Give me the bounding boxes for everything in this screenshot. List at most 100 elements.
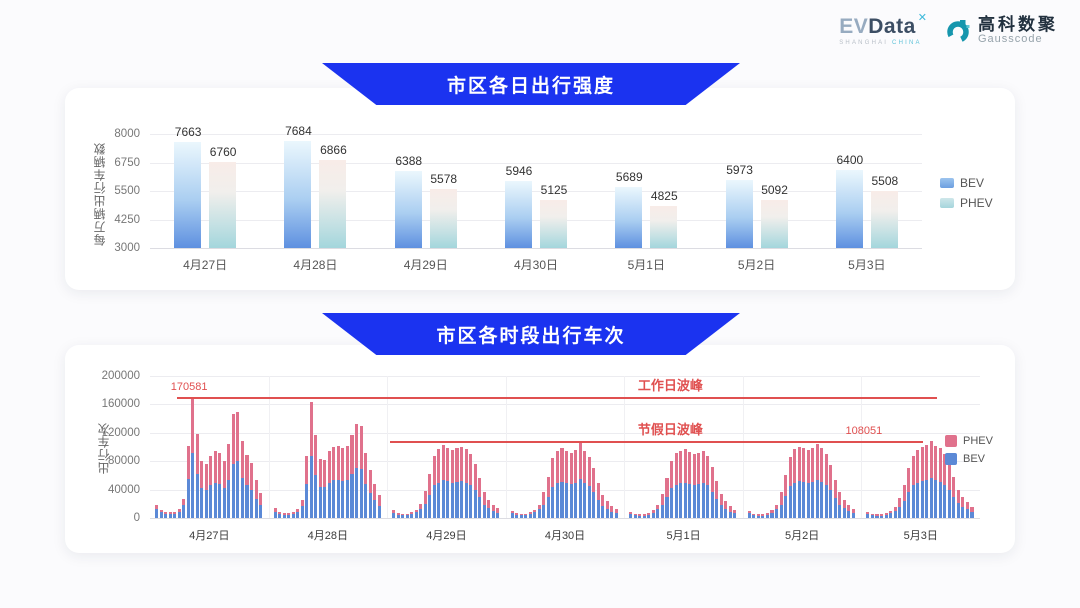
y-axis-title: 出行车次 bbox=[97, 422, 111, 474]
stacked-bar bbox=[428, 473, 432, 518]
banner-hourly-trips-title: 市区各时段出行车次 bbox=[436, 325, 626, 347]
stacked-bar bbox=[715, 481, 719, 518]
segment-phev bbox=[200, 460, 204, 489]
stacked-bar bbox=[724, 500, 728, 518]
segment-phev bbox=[965, 502, 969, 510]
stacked-bar bbox=[674, 453, 678, 518]
segment-phev bbox=[614, 508, 618, 514]
stacked-bar bbox=[368, 469, 372, 518]
stacked-bar bbox=[204, 464, 208, 518]
stacked-bar bbox=[414, 509, 418, 518]
segment-phev bbox=[373, 483, 377, 501]
segment-bev bbox=[450, 482, 454, 518]
segment-bev bbox=[250, 489, 254, 518]
legend-item-bev[interactable]: BEV bbox=[945, 453, 993, 465]
daily-intensity-chart-card: 3000 4250 5500 6750 8000 7663 6760 4月27日 7684 686… bbox=[65, 88, 1015, 290]
segment-bev bbox=[323, 487, 327, 518]
segment-phev bbox=[245, 454, 249, 486]
day-separator bbox=[505, 376, 507, 518]
segment-bev bbox=[947, 489, 951, 518]
segment-phev bbox=[464, 449, 468, 483]
segment-phev bbox=[811, 447, 815, 482]
legend-item-bev[interactable]: BEV bbox=[940, 176, 993, 190]
segment-phev bbox=[177, 508, 181, 512]
stacked-bar bbox=[824, 454, 828, 518]
stacked-bar bbox=[916, 449, 920, 518]
segment-phev bbox=[788, 456, 792, 487]
bar-value-label-bev: 5973 bbox=[726, 163, 753, 178]
stacked-bar bbox=[450, 449, 454, 518]
segment-bev bbox=[195, 473, 199, 518]
segment-phev bbox=[880, 514, 884, 516]
segment-bev bbox=[870, 515, 874, 518]
stacked-bar bbox=[833, 479, 837, 518]
segment-phev bbox=[889, 510, 893, 514]
bar-value-label-phev: 6760 bbox=[209, 145, 237, 160]
segment-phev bbox=[943, 454, 947, 485]
segment-bev bbox=[305, 483, 309, 518]
legend-item-phev[interactable]: PHEV bbox=[945, 435, 993, 447]
stacked-bar bbox=[889, 510, 893, 518]
segment-phev bbox=[692, 454, 696, 485]
stacked-bar bbox=[236, 412, 240, 518]
stacked-bar bbox=[920, 447, 924, 518]
segment-phev bbox=[660, 493, 664, 506]
x-axis-label: 4月27日 bbox=[183, 258, 228, 272]
x-axis-label: 4月28日 bbox=[293, 258, 338, 272]
stacked-bar bbox=[515, 513, 519, 518]
segment-bev bbox=[222, 488, 226, 518]
segment-phev bbox=[227, 444, 231, 480]
segment-phev bbox=[647, 513, 651, 515]
stacked-bar bbox=[752, 513, 756, 518]
segment-phev bbox=[688, 451, 692, 484]
segment-phev bbox=[551, 458, 555, 487]
segment-phev bbox=[291, 511, 295, 514]
stacked-bar bbox=[168, 512, 172, 518]
evdata-logo-subtitle: SHANGHAI CHINA bbox=[839, 40, 927, 46]
stacked-bar bbox=[282, 513, 286, 518]
segment-bev bbox=[218, 483, 222, 518]
segment-bev bbox=[236, 461, 240, 518]
segment-phev bbox=[305, 455, 309, 484]
stacked-bar bbox=[866, 511, 870, 518]
segment-phev bbox=[761, 514, 765, 516]
segment-phev bbox=[756, 514, 760, 516]
segment-phev bbox=[706, 455, 710, 486]
segment-phev bbox=[482, 492, 486, 505]
segment-phev bbox=[473, 464, 477, 490]
segment-bev bbox=[245, 485, 249, 518]
segment-phev bbox=[446, 447, 450, 482]
segment-bev bbox=[806, 482, 810, 518]
segment-phev bbox=[793, 449, 797, 483]
segment-phev bbox=[359, 425, 363, 470]
segment-phev bbox=[392, 510, 396, 514]
segment-bev bbox=[359, 469, 363, 518]
stacked-bar bbox=[907, 468, 911, 518]
stacked-bar bbox=[842, 500, 846, 518]
segment-phev bbox=[410, 512, 414, 515]
segment-phev bbox=[236, 412, 240, 462]
segment-bev bbox=[929, 478, 933, 518]
segment-bev bbox=[633, 515, 637, 518]
banner-hourly-trips: 市区各时段出行车次 bbox=[322, 313, 740, 355]
stacked-bar bbox=[670, 461, 674, 518]
stacked-bar bbox=[437, 449, 441, 518]
segment-bev bbox=[309, 455, 313, 518]
segment-bev bbox=[182, 505, 186, 518]
segment-bev bbox=[788, 486, 792, 518]
legend-item-phev[interactable]: PHEV bbox=[940, 196, 993, 210]
segment-bev bbox=[642, 515, 646, 518]
stacked-bar bbox=[355, 423, 359, 518]
stacked-bar bbox=[405, 513, 409, 518]
stacked-bar bbox=[464, 449, 468, 518]
segment-phev bbox=[182, 498, 186, 506]
stacked-bar bbox=[278, 511, 282, 518]
segment-phev bbox=[938, 448, 942, 482]
segment-phev bbox=[318, 459, 322, 488]
segment-phev bbox=[300, 499, 304, 506]
segment-phev bbox=[583, 451, 587, 484]
stacked-bar bbox=[209, 455, 213, 518]
bar-value-label-phev: 5578 bbox=[430, 172, 458, 187]
segment-phev bbox=[701, 450, 705, 484]
stacked-bar bbox=[359, 425, 363, 518]
